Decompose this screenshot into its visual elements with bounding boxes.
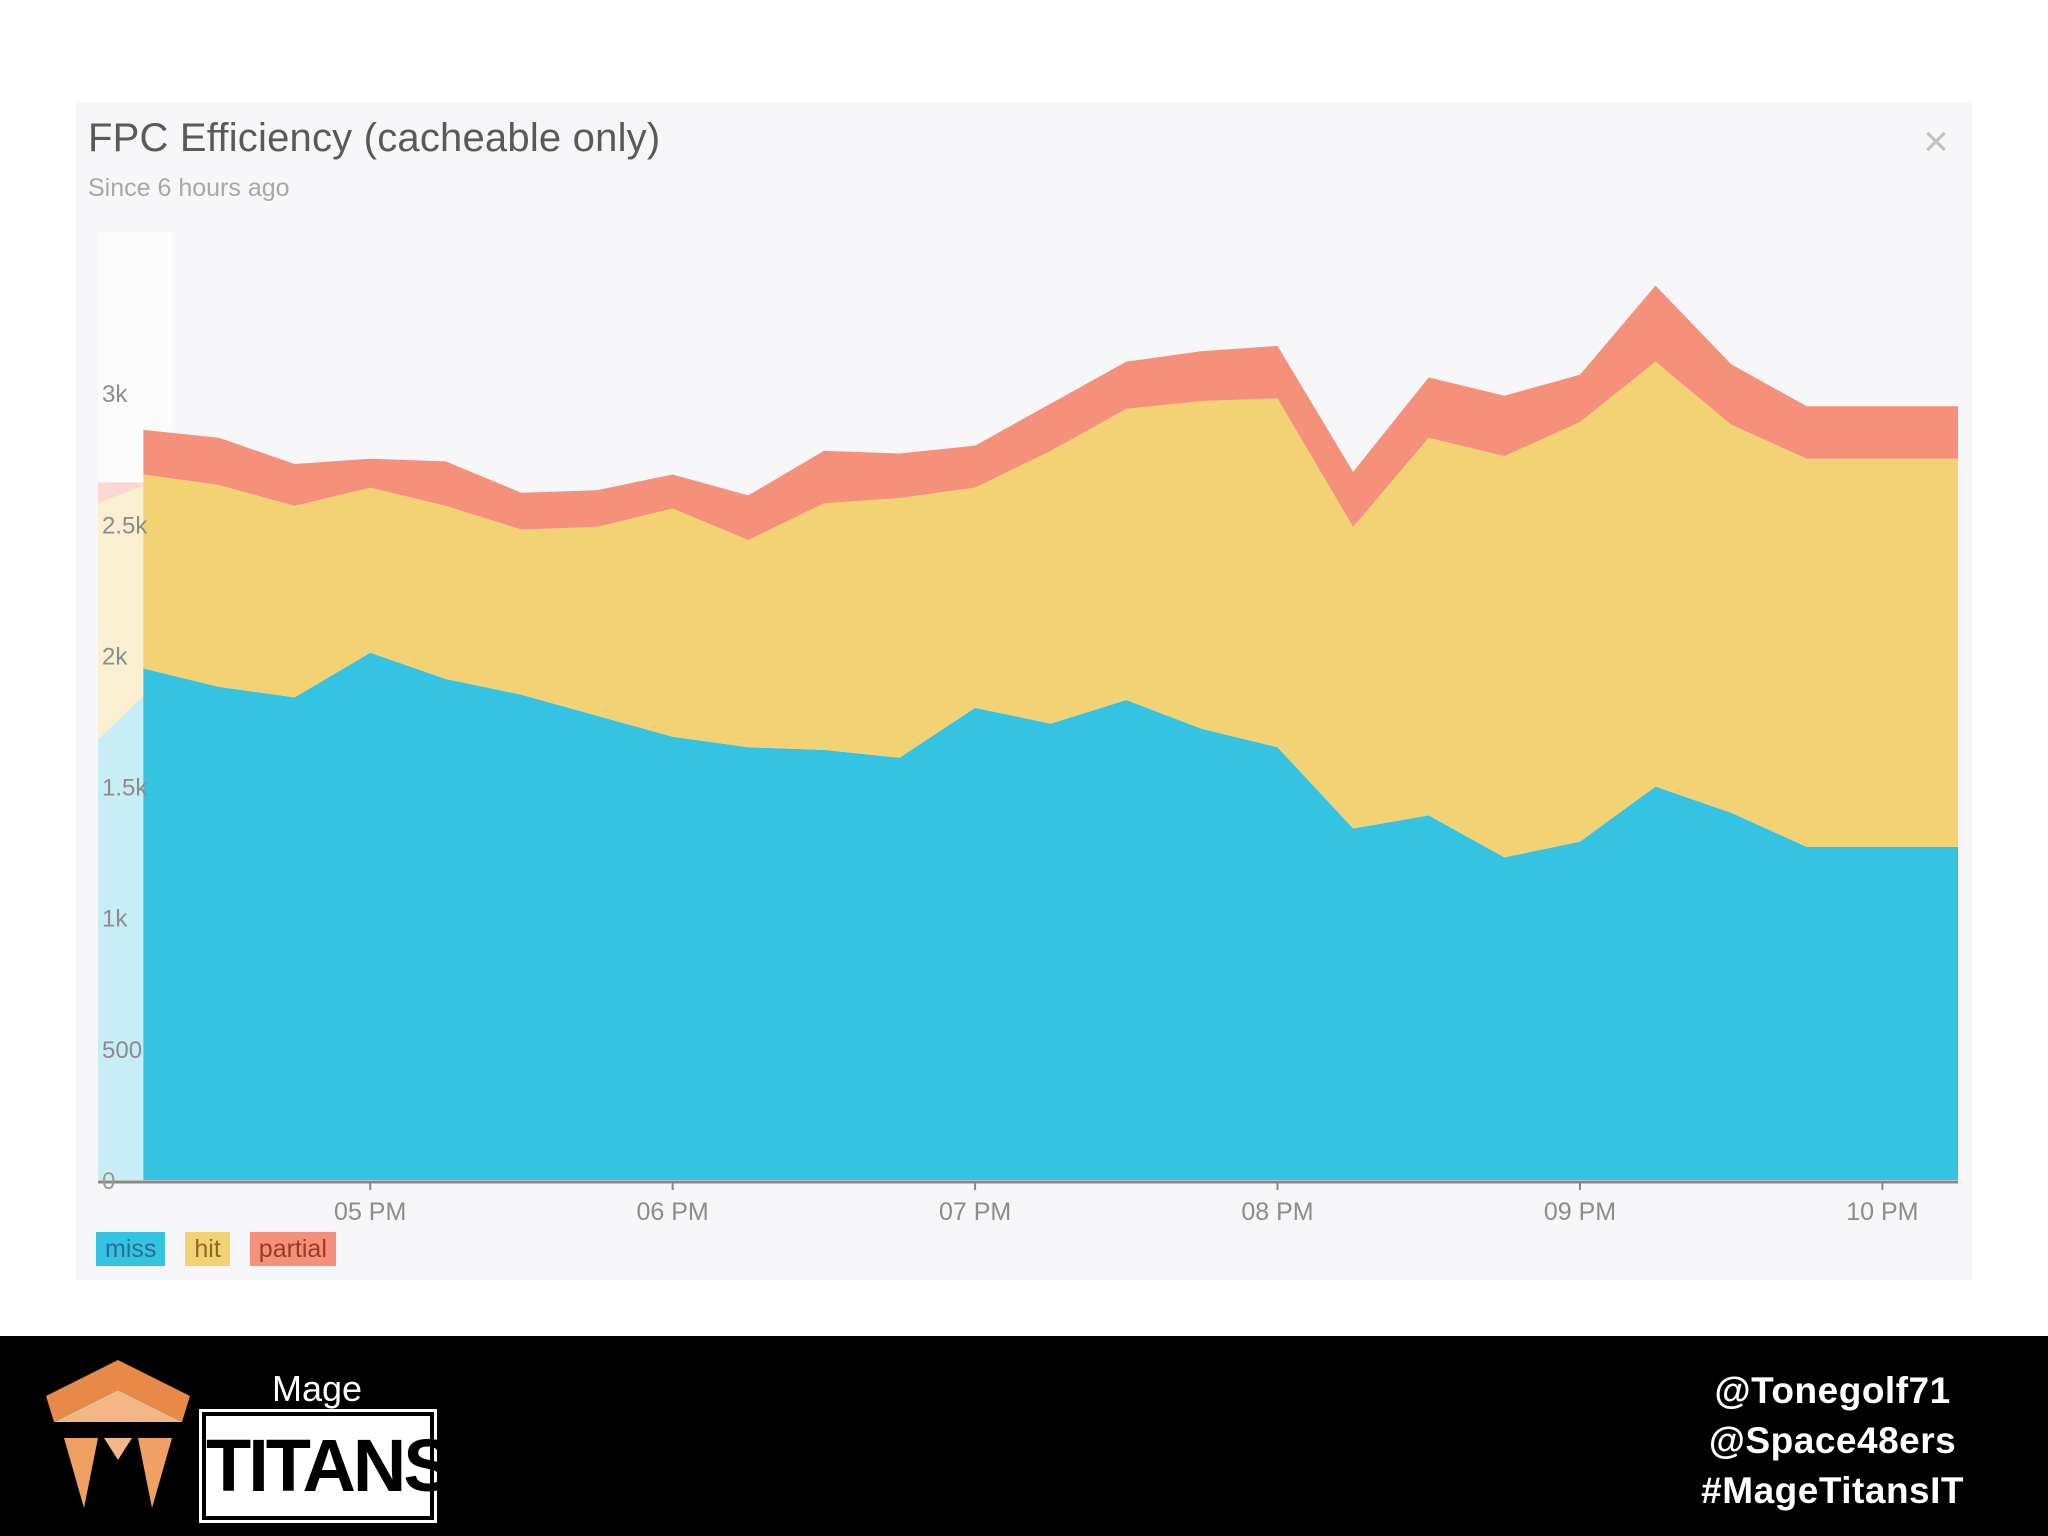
x-tick-label: 07 PM xyxy=(939,1198,1011,1226)
legend-miss[interactable]: miss xyxy=(96,1232,166,1266)
chart-legend: miss hit partial xyxy=(96,1232,336,1266)
area-layer xyxy=(143,285,1958,1180)
brand-titans: TITANS xyxy=(202,1412,453,1520)
social-handles: @Tonegolf71 @Space48ers #MageTitansIT xyxy=(1701,1366,1964,1516)
hashtag-magetitans: #MageTitansIT xyxy=(1701,1470,1964,1511)
axis-layer: 0 500 1k 1.5k 2k 2.5k 3k 05 PM 06 PM 07 PM 08 PM 09… xyxy=(98,381,1958,1226)
handle-space48: @Space48ers xyxy=(1708,1420,1957,1461)
legend-hit[interactable]: hit xyxy=(185,1232,230,1266)
y-tick-label: 2.5k xyxy=(102,512,148,539)
x-tick-label: 05 PM xyxy=(334,1198,406,1226)
chart-subtitle: Since 6 hours ago xyxy=(88,174,290,202)
legend-partial[interactable]: partial xyxy=(249,1232,336,1266)
y-tick-label: 1k xyxy=(102,906,128,933)
titans-logo-icon xyxy=(46,1360,190,1508)
brand-mage: Mage xyxy=(272,1368,363,1409)
y-tick-label: 2k xyxy=(102,643,128,670)
y-tick-label: 1.5k xyxy=(102,775,148,802)
y-tick-label: 500 xyxy=(102,1037,142,1064)
area-partial xyxy=(143,285,1958,541)
x-tick-label: 09 PM xyxy=(1544,1198,1616,1226)
x-tick-label: 10 PM xyxy=(1846,1198,1918,1226)
y-tick-label: 0 xyxy=(102,1168,115,1195)
chart-title: FPC Efficiency (cacheable only) xyxy=(88,116,661,160)
chart-card: 0 500 1k 1.5k 2k 2.5k 3k 05 PM 06 PM 07 PM 08 PM 09… xyxy=(76,102,1972,1280)
area-miss xyxy=(143,652,1958,1180)
x-tick-label: 08 PM xyxy=(1241,1198,1313,1226)
area-hit xyxy=(143,361,1958,858)
handle-tonegolf: @Tonegolf71 xyxy=(1714,1370,1951,1411)
chart-canvas: 0 500 1k 1.5k 2k 2.5k 3k 05 PM 06 PM 07 PM 08 PM 09… xyxy=(98,232,1958,1226)
slide-footer: Mage TITANS @Tonegolf71 @Space48ers #Mag… xyxy=(0,1336,2048,1536)
close-icon[interactable]: × xyxy=(1923,117,1949,166)
x-tick-label: 06 PM xyxy=(637,1198,709,1226)
y-tick-label: 3k xyxy=(102,381,128,408)
